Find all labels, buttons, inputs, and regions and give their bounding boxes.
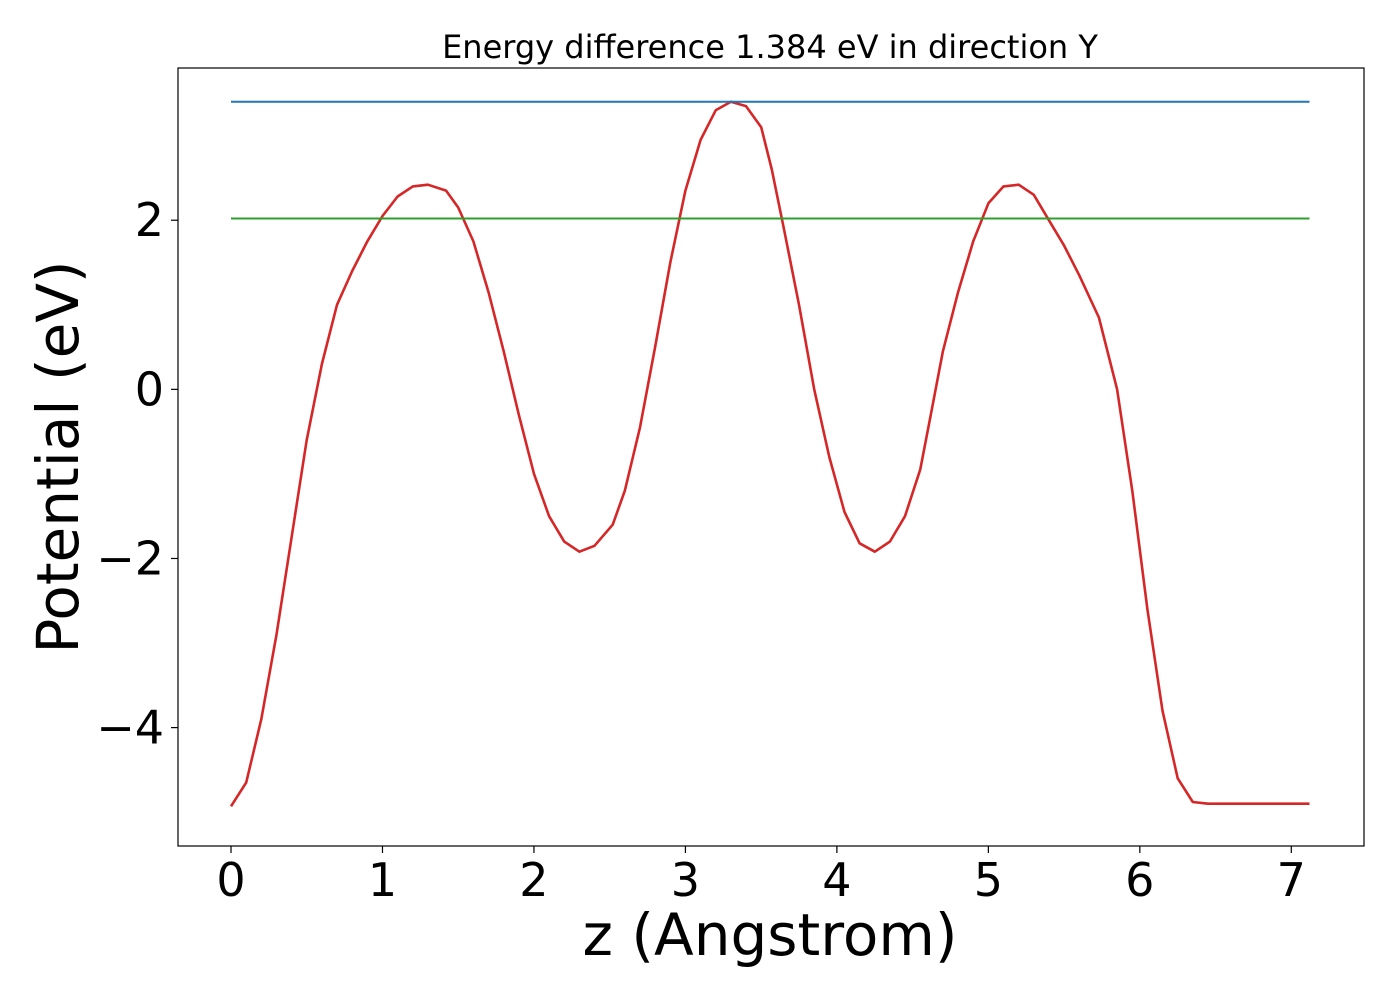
y-tick-label: 2: [135, 193, 164, 247]
x-tick-label: 2: [519, 853, 548, 907]
x-tick-label: 6: [1125, 853, 1154, 907]
series-layer: [229, 100, 1310, 808]
x-axis: 0 1 2 3 4 5 6 7: [216, 846, 1306, 907]
x-tick-label: 0: [216, 853, 245, 907]
x-tick-label: 7: [1277, 853, 1306, 907]
y-tick-label: −2: [96, 531, 164, 585]
x-tick-label: 1: [368, 853, 397, 907]
y-tick-label: −4: [96, 701, 164, 755]
x-axis-label: z (Angstrom): [583, 901, 958, 969]
x-tick-label: 4: [822, 853, 851, 907]
chart-title: Energy difference 1.384 eV in direction …: [442, 28, 1098, 66]
y-tick-label: 0: [135, 362, 164, 416]
potential-curve: [229, 100, 1310, 808]
x-tick-label: 5: [974, 853, 1003, 907]
x-tick-label: 3: [671, 853, 700, 907]
y-axis: −4 −2 0 2: [96, 193, 178, 755]
y-axis-label: Potential (eV): [24, 260, 92, 653]
plot-frame: [177, 67, 1365, 847]
